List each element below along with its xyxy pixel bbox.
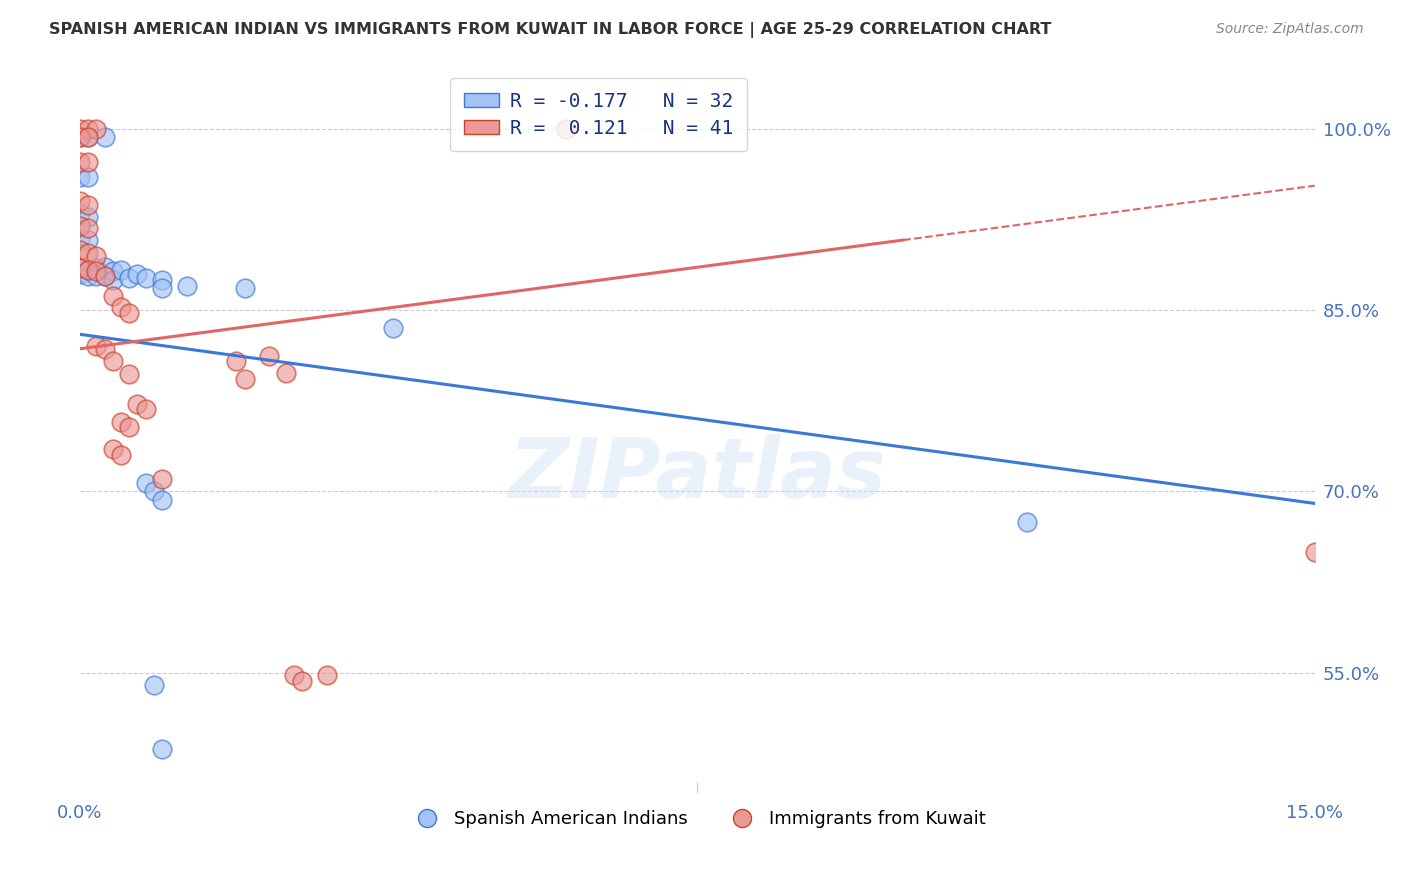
Point — [69, 130, 91, 145]
Point — [110, 448, 132, 462]
Point — [77, 233, 100, 247]
Point — [93, 269, 115, 284]
Point — [86, 339, 108, 353]
Point — [77, 210, 100, 224]
Point — [1303, 545, 1326, 559]
Point — [69, 154, 91, 169]
Point — [150, 492, 173, 507]
Point — [93, 260, 115, 274]
Text: ZIPatlas: ZIPatlas — [509, 434, 886, 515]
Point — [77, 154, 100, 169]
Point — [110, 263, 132, 277]
Point — [110, 416, 132, 430]
Point — [93, 269, 115, 284]
Point — [77, 198, 100, 212]
Point — [69, 130, 91, 145]
Point — [77, 221, 100, 235]
Point — [86, 260, 108, 275]
Point — [135, 475, 157, 490]
Point — [93, 130, 115, 145]
Point — [233, 281, 256, 295]
Point — [135, 270, 157, 285]
Point — [142, 678, 165, 692]
Point — [69, 219, 91, 233]
Point — [77, 263, 100, 277]
Legend: Spanish American Indians, Immigrants from Kuwait: Spanish American Indians, Immigrants fro… — [402, 803, 993, 835]
Point — [93, 342, 115, 356]
Text: Source: ZipAtlas.com: Source: ZipAtlas.com — [1216, 22, 1364, 37]
Point — [150, 472, 173, 486]
Point — [69, 230, 91, 244]
Point — [101, 288, 124, 302]
Point — [150, 281, 173, 295]
Point — [69, 260, 91, 275]
Point — [86, 269, 108, 284]
Point — [101, 442, 124, 456]
Point — [77, 130, 100, 145]
Point — [77, 130, 100, 145]
Point — [69, 260, 91, 275]
Point — [101, 264, 124, 278]
Point — [69, 243, 91, 257]
Point — [77, 263, 100, 277]
Point — [69, 267, 91, 281]
Point — [101, 273, 124, 287]
Point — [554, 122, 576, 136]
Point — [274, 366, 297, 380]
Point — [86, 122, 108, 136]
Point — [69, 122, 91, 136]
Point — [283, 668, 305, 682]
Point — [291, 673, 314, 688]
Point — [69, 206, 91, 220]
Point — [86, 249, 108, 263]
Point — [118, 367, 141, 381]
Point — [127, 397, 149, 411]
Point — [1015, 515, 1038, 529]
Point — [233, 372, 256, 386]
Point — [315, 668, 337, 682]
Point — [135, 402, 157, 417]
Point — [118, 270, 141, 285]
Point — [150, 741, 173, 756]
Point — [142, 484, 165, 499]
Point — [381, 321, 404, 335]
Point — [77, 122, 100, 136]
Point — [225, 354, 247, 368]
Point — [118, 420, 141, 434]
Text: SPANISH AMERICAN INDIAN VS IMMIGRANTS FROM KUWAIT IN LABOR FORCE | AGE 25-29 COR: SPANISH AMERICAN INDIAN VS IMMIGRANTS FR… — [49, 22, 1052, 38]
Point — [69, 194, 91, 209]
Point — [110, 300, 132, 314]
Point — [77, 269, 100, 284]
Point — [118, 305, 141, 319]
Point — [150, 273, 173, 287]
Point — [101, 354, 124, 368]
Point — [257, 349, 280, 363]
Point — [77, 246, 100, 260]
Point — [127, 267, 149, 281]
Point — [86, 264, 108, 278]
Point — [176, 279, 198, 293]
Point — [77, 170, 100, 185]
Point — [69, 170, 91, 185]
